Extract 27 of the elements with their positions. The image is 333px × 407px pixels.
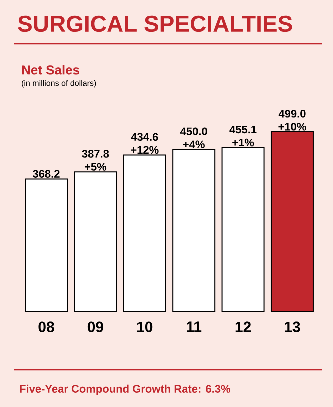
data-label: 434.6 (131, 133, 158, 142)
annotation: +12% (131, 146, 159, 154)
annotation: +5% (84, 163, 107, 171)
x-tick-label: 09 (88, 322, 104, 332)
x-tick-label: 11 (187, 322, 202, 332)
text: (in millions of dollars) (22, 80, 96, 88)
data-label: 387.8 (82, 150, 110, 158)
annotation: +10% (278, 123, 306, 131)
annotation: +4% (183, 140, 205, 148)
data-label: 455.1 (230, 126, 257, 134)
bar (270, 132, 314, 313)
text: Five-Year Compound Growth Rate: 6.3% (20, 384, 231, 396)
bar (123, 154, 166, 313)
x-tick-label: 13 (285, 322, 300, 332)
bar (172, 149, 216, 313)
bar (25, 178, 68, 313)
x-tick-label: 12 (236, 322, 252, 332)
data-label: 368.2 (32, 170, 60, 178)
annotation: +1% (232, 138, 254, 147)
data-label: 450.0 (180, 128, 208, 136)
x-tick-label: 10 (137, 322, 153, 332)
chart-title: SURGICAL SPECIALTIES (18, 16, 292, 32)
bar (74, 172, 118, 313)
chart-subtitle: Net Sales (22, 65, 80, 75)
x-tick-label: 08 (38, 322, 54, 332)
data-label: 499.0 (278, 110, 306, 118)
bar (222, 147, 265, 313)
